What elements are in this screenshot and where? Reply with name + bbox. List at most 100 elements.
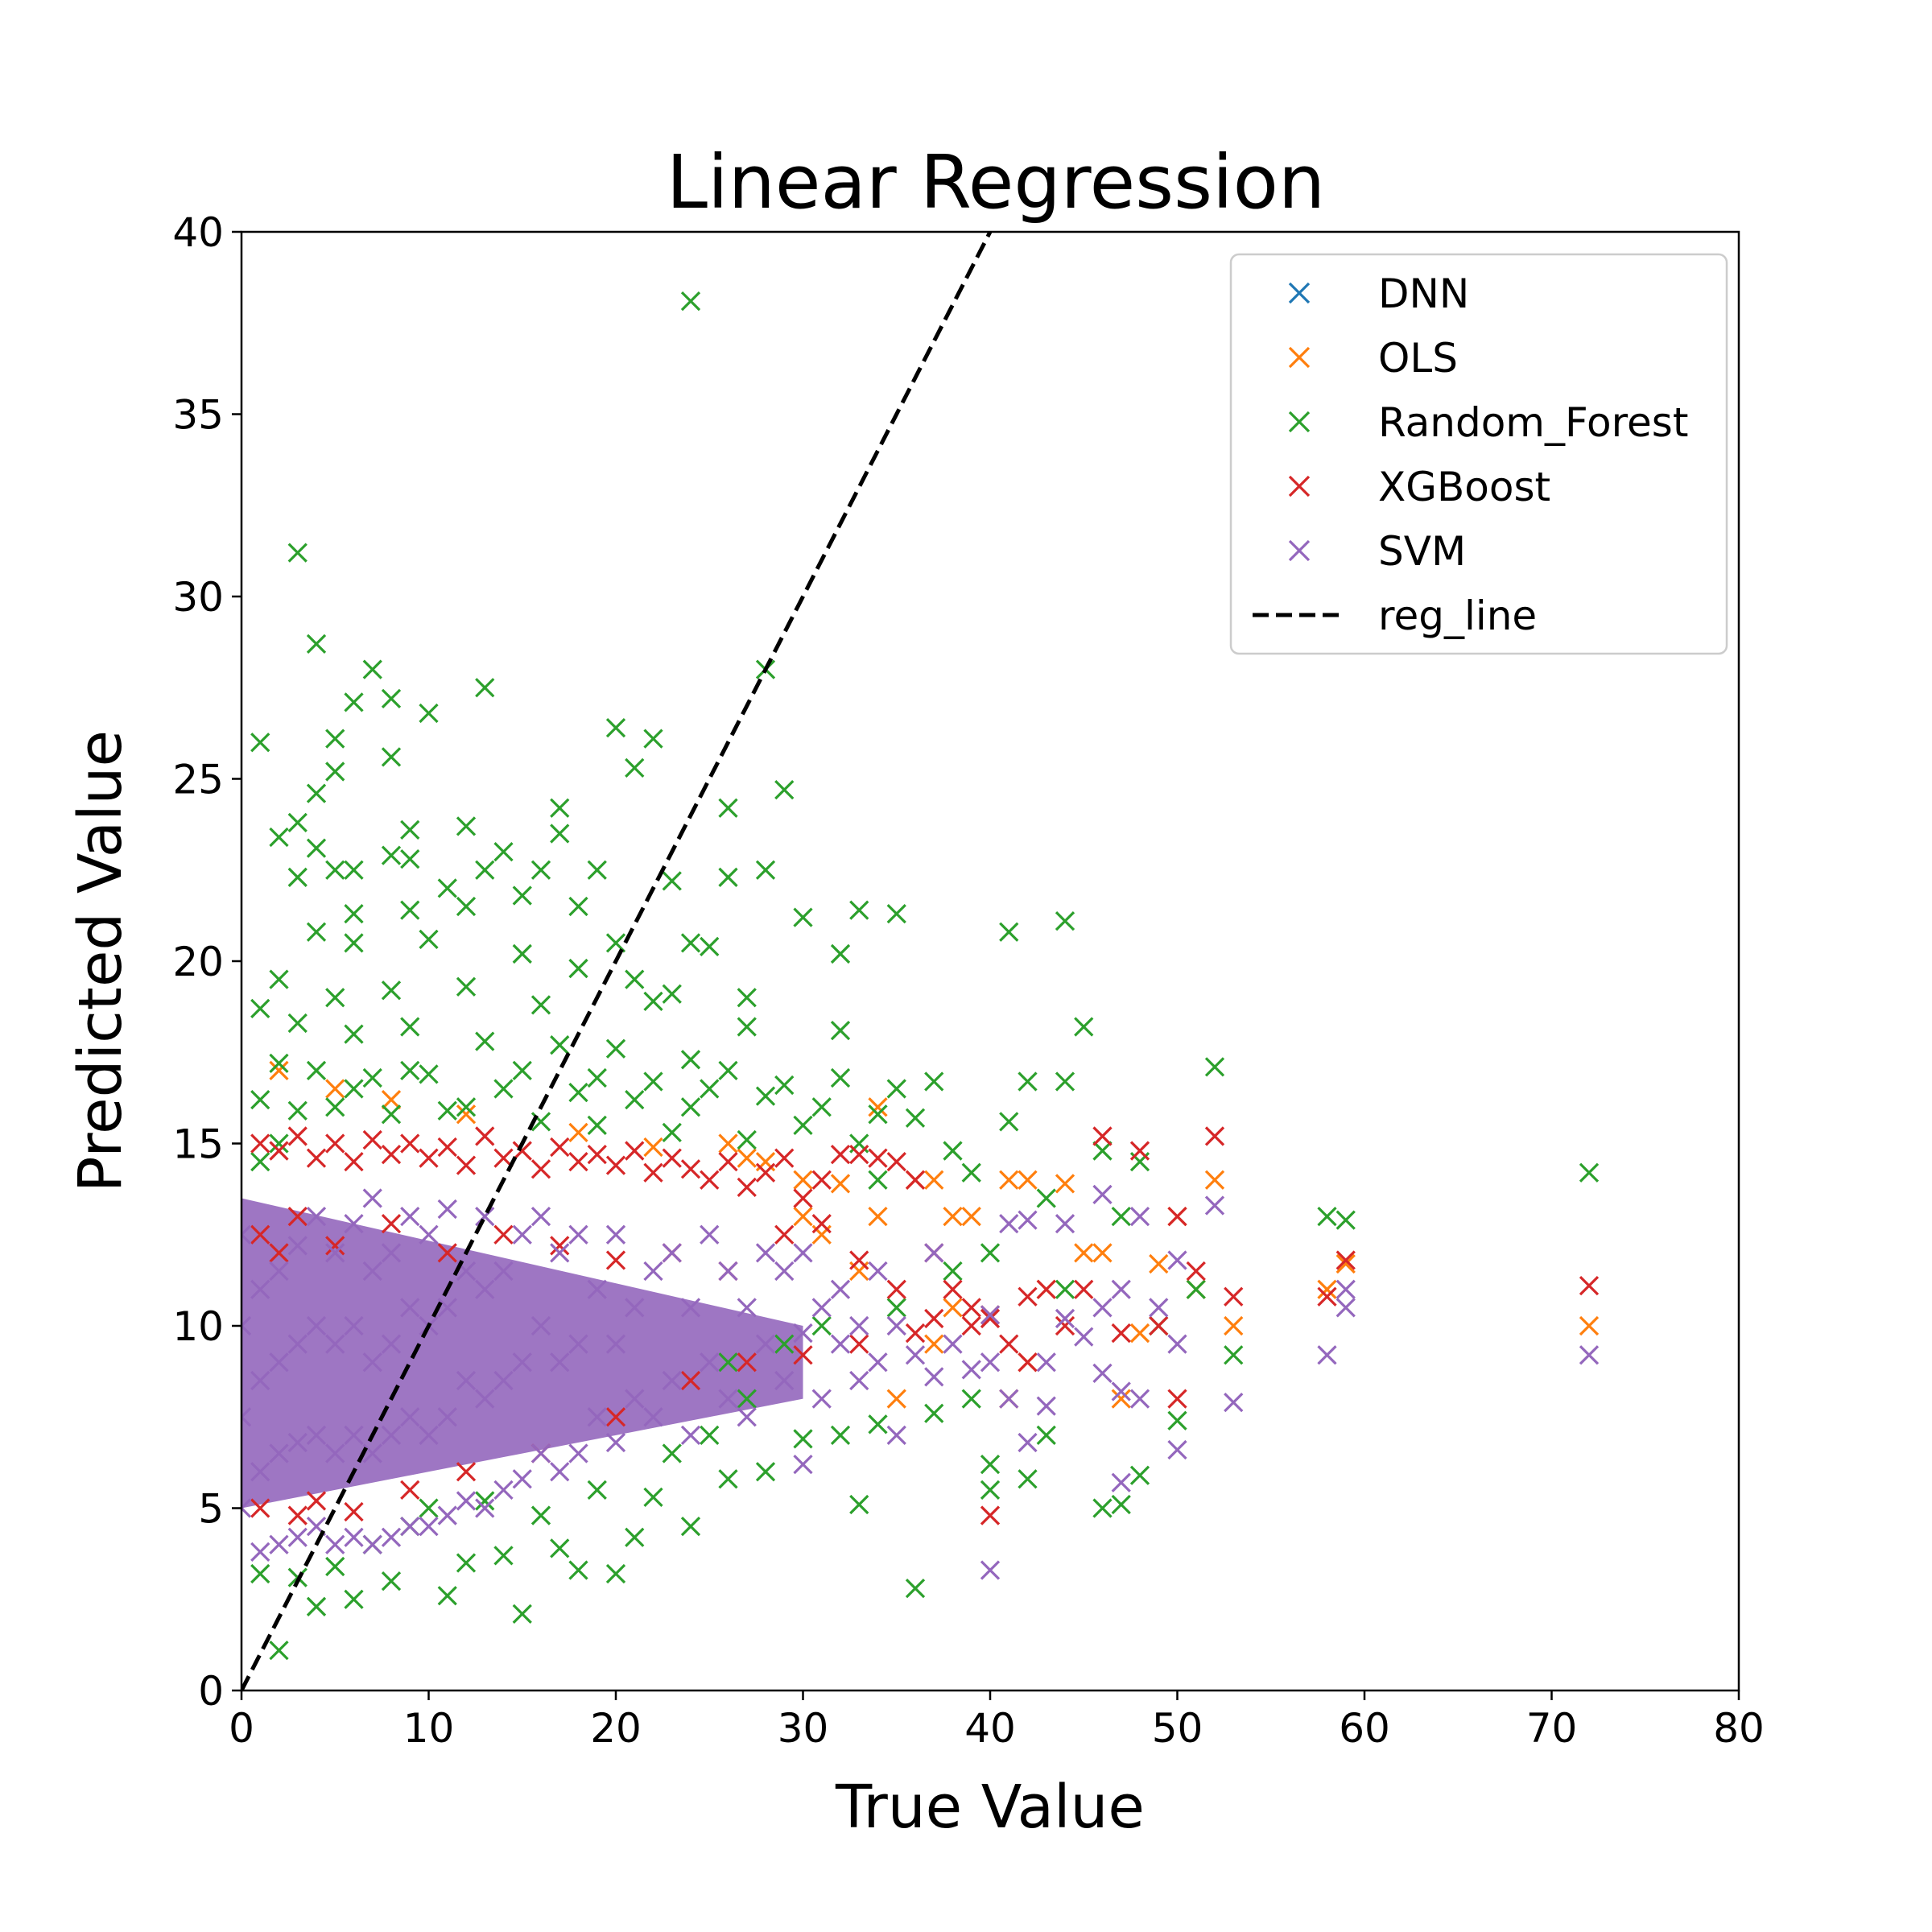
point-svm-9 <box>1149 1298 1169 1318</box>
point-random-forest-83 <box>1018 1071 1038 1092</box>
point-svm-136 <box>250 1370 270 1391</box>
point-random-forest-169 <box>269 1133 289 1154</box>
point-svm-123 <box>306 1425 327 1446</box>
point-random-forest-162 <box>475 1491 495 1511</box>
point-svm-117 <box>344 1214 364 1234</box>
point-ols-19 <box>1074 1243 1094 1263</box>
point-random-forest-84 <box>1055 1071 1075 1092</box>
point-ols-0 <box>269 1060 289 1081</box>
point-random-forest-153 <box>886 1298 906 1318</box>
point-random-forest-34 <box>530 860 551 880</box>
point-svm-5 <box>1204 1195 1225 1216</box>
point-svm-116 <box>344 1315 364 1336</box>
point-svm-19 <box>1055 1308 1075 1329</box>
point-random-forest-126 <box>512 1604 532 1624</box>
point-random-forest-107 <box>737 1129 757 1150</box>
point-svm-100 <box>419 1224 439 1245</box>
point-xgboost-51 <box>1186 1261 1206 1282</box>
y-tick-label-20: 20 <box>172 939 224 985</box>
point-random-forest-79 <box>774 1075 795 1096</box>
point-random-forest-170 <box>344 1079 364 1099</box>
point-random-forest-68 <box>830 1020 851 1041</box>
point-random-forest-122 <box>1167 1410 1187 1430</box>
point-svm-76 <box>550 1243 570 1263</box>
point-svm-29 <box>980 1352 1001 1373</box>
point-random-forest-4 <box>475 678 495 698</box>
point-xgboost-64 <box>550 1236 570 1256</box>
point-svm-141 <box>242 1224 252 1245</box>
point-xgboost-69 <box>811 1214 832 1234</box>
point-xgboost-5 <box>344 1152 364 1172</box>
point-svm-16 <box>1092 1363 1113 1384</box>
point-svm-79 <box>530 1206 551 1227</box>
point-xgboost-78 <box>400 1480 420 1500</box>
point-random-forest-176 <box>680 1097 701 1117</box>
point-random-forest-63 <box>381 980 402 1001</box>
point-xgboost-87 <box>980 1308 1001 1329</box>
point-xgboost-54 <box>1317 1286 1337 1307</box>
point-random-forest-16 <box>325 762 345 782</box>
point-xgboost-47 <box>1129 1141 1150 1161</box>
point-svm-93 <box>437 1505 457 1525</box>
legend-marker-svm <box>1288 539 1311 562</box>
point-random-forest-87 <box>306 1060 327 1081</box>
point-random-forest-20 <box>269 827 289 848</box>
point-svm-57 <box>700 1224 720 1245</box>
point-random-forest-32 <box>437 878 457 898</box>
point-random-forest-177 <box>793 1115 813 1135</box>
point-xgboost-13 <box>493 1148 514 1168</box>
point-random-forest-38 <box>755 860 776 880</box>
point-random-forest-106 <box>662 1122 682 1143</box>
point-xgboost-16 <box>550 1137 570 1158</box>
point-random-forest-41 <box>456 896 477 917</box>
point-svm-18 <box>1074 1327 1094 1347</box>
point-svm-94 <box>437 1407 457 1427</box>
point-random-forest-64 <box>456 976 477 997</box>
point-svm-102 <box>400 1407 420 1427</box>
point-xgboost-10 <box>437 1137 457 1158</box>
point-random-forest-118 <box>1036 1425 1056 1446</box>
point-svm-107 <box>381 1334 402 1354</box>
y-tick-label-0: 0 <box>198 1668 224 1715</box>
point-xgboost-19 <box>605 1155 626 1175</box>
point-svm-67 <box>605 1334 626 1354</box>
point-random-forest-0 <box>680 291 701 312</box>
point-xgboost-38 <box>961 1298 981 1318</box>
point-svm-114 <box>344 1527 364 1547</box>
point-svm-78 <box>530 1315 551 1336</box>
point-random-forest-86 <box>269 1053 289 1073</box>
point-ols-20 <box>1092 1243 1113 1263</box>
point-svm-120 <box>325 1334 345 1354</box>
point-random-forest-71 <box>287 1013 308 1034</box>
point-svm-41 <box>830 1334 851 1354</box>
point-svm-112 <box>362 1261 382 1282</box>
point-svm-23 <box>1018 1210 1038 1230</box>
legend: DNN OLS Random_Forest XGBoost SVM reg_line <box>1229 253 1728 655</box>
legend-box <box>1229 253 1728 655</box>
point-random-forest-21 <box>287 812 308 832</box>
point-random-forest-112 <box>1579 1162 1600 1183</box>
y-tick-label-30: 30 <box>172 574 224 621</box>
point-svm-3 <box>1335 1279 1356 1299</box>
point-random-forest-124 <box>905 1579 926 1599</box>
point-ols-34 <box>886 1389 906 1409</box>
point-svm-88 <box>475 1279 495 1299</box>
point-svm-21 <box>1036 1352 1056 1373</box>
point-random-forest-74 <box>475 1031 495 1051</box>
point-xgboost-71 <box>886 1279 906 1299</box>
legend-label-reg-line: reg_line <box>1378 592 1537 639</box>
point-xgboost-52 <box>1204 1126 1225 1146</box>
point-random-forest-44 <box>793 907 813 927</box>
point-svm-54 <box>718 1389 738 1409</box>
point-svm-135 <box>250 1462 270 1482</box>
point-random-forest-143 <box>718 1469 738 1489</box>
point-ols-4 <box>568 1122 588 1143</box>
point-random-forest-100 <box>287 1100 308 1121</box>
point-random-forest-102 <box>381 1104 402 1125</box>
point-xgboost-79 <box>456 1462 477 1482</box>
svm-dense-region <box>242 1198 803 1509</box>
point-svm-121 <box>325 1243 345 1263</box>
point-random-forest-14 <box>774 779 795 800</box>
point-xgboost-21 <box>643 1162 663 1183</box>
point-svm-6 <box>1167 1250 1187 1270</box>
